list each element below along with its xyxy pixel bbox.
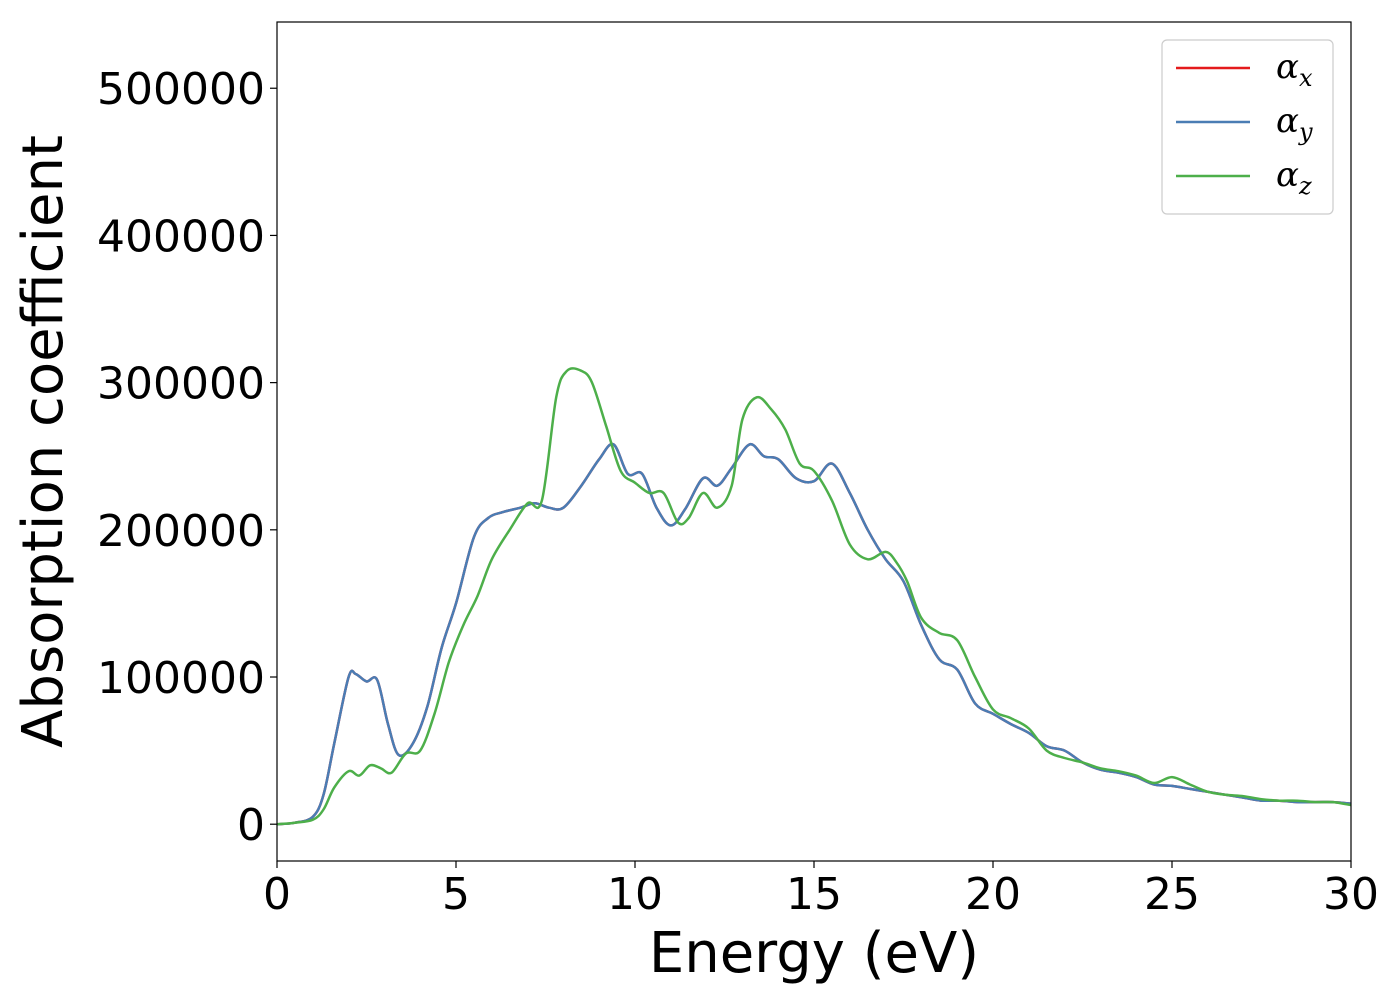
y-axis-title: Absorption coefficient	[11, 135, 76, 748]
legend-label-base: α	[1276, 155, 1299, 195]
x-tick-label: 10	[607, 869, 663, 920]
y-axis: 0 100000 200000 300000 400000 500000	[97, 64, 277, 851]
x-tick-label: 5	[442, 869, 470, 920]
legend-box	[1161, 39, 1334, 215]
legend-label-x: αx	[1276, 47, 1313, 92]
y-tick-label: 500000	[97, 64, 265, 115]
series-line-z	[277, 367, 1351, 826]
x-tick-label: 25	[1144, 869, 1200, 920]
legend-label-z: αz	[1276, 155, 1312, 200]
y-tick-label: 300000	[97, 359, 265, 410]
x-tick-label: 0	[263, 869, 291, 920]
x-tick-label: 20	[965, 869, 1021, 920]
legend-label-subscript: y	[1298, 118, 1313, 146]
y-tick-label: 200000	[97, 506, 265, 557]
legend-label-base: α	[1276, 101, 1299, 141]
legend-label-subscript: z	[1298, 172, 1312, 200]
x-tick-label: 15	[786, 869, 842, 920]
legend-label-y: αy	[1276, 101, 1313, 146]
y-tick-label: 400000	[97, 211, 265, 262]
x-tick-label: 30	[1323, 869, 1379, 920]
legend-label-subscript: x	[1299, 64, 1313, 92]
y-tick-label: 100000	[97, 653, 265, 704]
series-layer	[277, 367, 1351, 826]
legend-label-base: α	[1276, 47, 1299, 87]
x-axis-title: Energy (eV)	[649, 921, 979, 986]
x-axis: 0 5 10 15 20 25 30	[263, 861, 1379, 920]
y-tick-label: 0	[237, 800, 265, 851]
